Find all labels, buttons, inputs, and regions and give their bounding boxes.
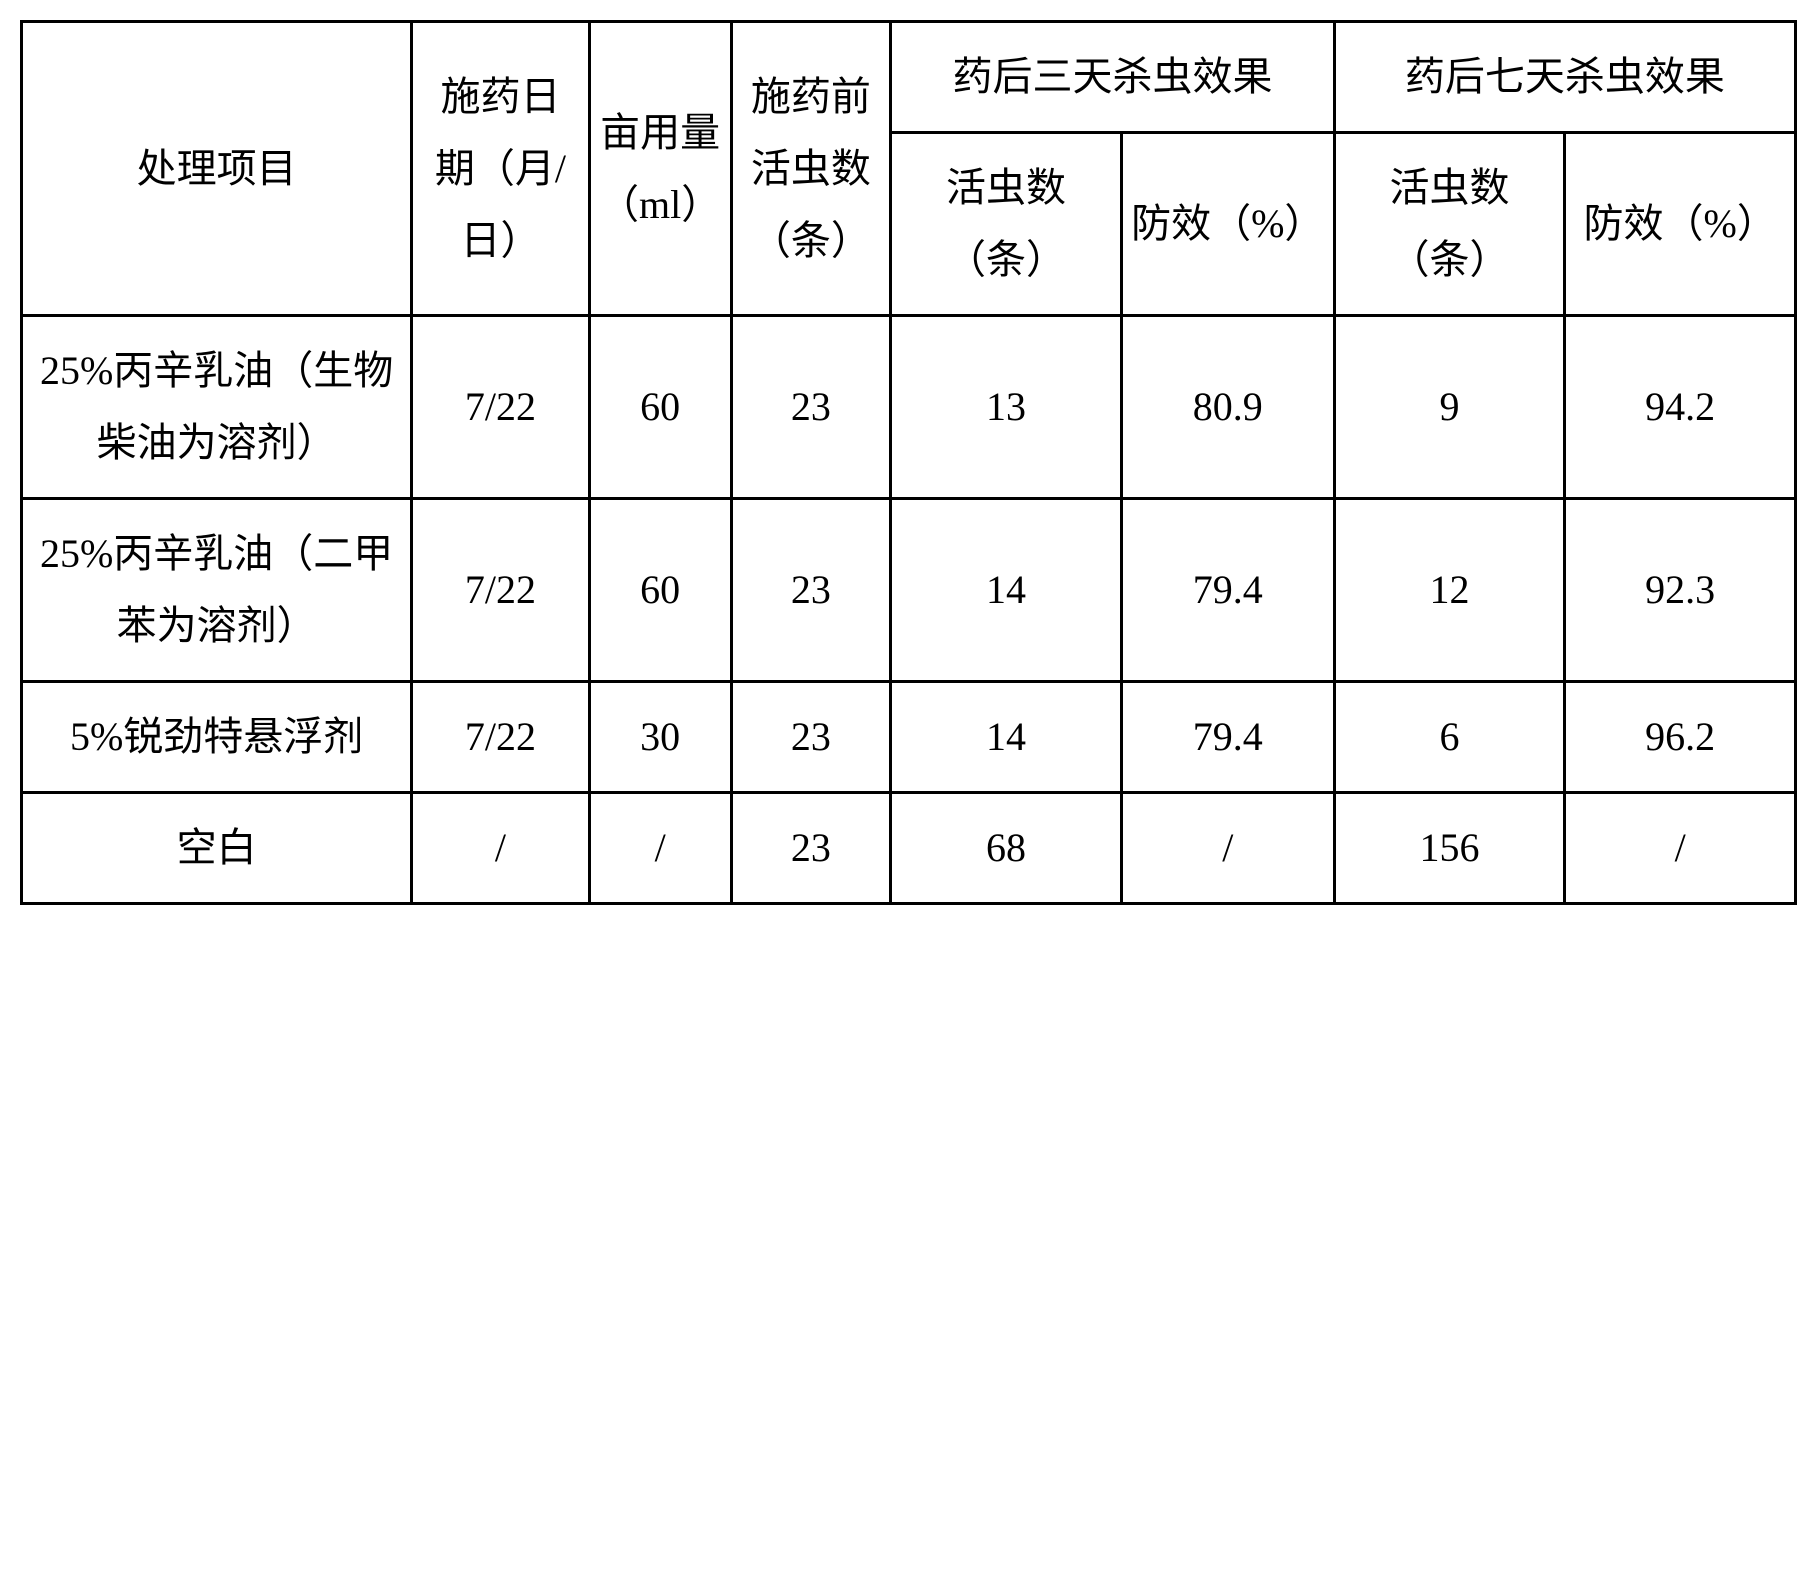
cell-d3-count: 14 bbox=[891, 682, 1122, 793]
pesticide-efficacy-table: 处理项目 施药日期（月/日） 亩用量（ml） 施药前活虫数（条） 药后三天杀虫效… bbox=[20, 20, 1797, 905]
col-header-day3: 药后三天杀虫效果 bbox=[891, 22, 1334, 133]
cell-d3-count: 14 bbox=[891, 499, 1122, 682]
cell-treatment: 25%丙辛乳油（生物柴油为溶剂） bbox=[22, 316, 412, 499]
header-row-1: 处理项目 施药日期（月/日） 亩用量（ml） 施药前活虫数（条） 药后三天杀虫效… bbox=[22, 22, 1796, 133]
col-header-d3-count: 活虫数（条） bbox=[891, 133, 1122, 316]
cell-precount: 23 bbox=[731, 316, 891, 499]
table-row: 5%锐劲特悬浮剂 7/22 30 23 14 79.4 6 96.2 bbox=[22, 682, 1796, 793]
cell-treatment: 5%锐劲特悬浮剂 bbox=[22, 682, 412, 793]
cell-d7-eff: 92.3 bbox=[1565, 499, 1796, 682]
cell-d3-eff: 79.4 bbox=[1121, 682, 1334, 793]
cell-precount: 23 bbox=[731, 793, 891, 904]
cell-dose: 60 bbox=[589, 499, 731, 682]
cell-d7-count: 12 bbox=[1334, 499, 1565, 682]
cell-d3-eff: 80.9 bbox=[1121, 316, 1334, 499]
cell-date: / bbox=[412, 793, 589, 904]
cell-dose: 60 bbox=[589, 316, 731, 499]
cell-d3-eff: 79.4 bbox=[1121, 499, 1334, 682]
col-header-d7-eff: 防效（%） bbox=[1565, 133, 1796, 316]
cell-d3-count: 13 bbox=[891, 316, 1122, 499]
col-header-precount: 施药前活虫数（条） bbox=[731, 22, 891, 316]
cell-dose: 30 bbox=[589, 682, 731, 793]
table-row: 25%丙辛乳油（生物柴油为溶剂） 7/22 60 23 13 80.9 9 94… bbox=[22, 316, 1796, 499]
cell-d7-eff: 94.2 bbox=[1565, 316, 1796, 499]
cell-treatment: 25%丙辛乳油（二甲苯为溶剂） bbox=[22, 499, 412, 682]
col-header-dose: 亩用量（ml） bbox=[589, 22, 731, 316]
cell-treatment: 空白 bbox=[22, 793, 412, 904]
cell-d7-count: 9 bbox=[1334, 316, 1565, 499]
cell-date: 7/22 bbox=[412, 682, 589, 793]
cell-dose: / bbox=[589, 793, 731, 904]
cell-d7-eff: 96.2 bbox=[1565, 682, 1796, 793]
table-row: 空白 / / 23 68 / 156 / bbox=[22, 793, 1796, 904]
cell-d7-count: 156 bbox=[1334, 793, 1565, 904]
cell-precount: 23 bbox=[731, 682, 891, 793]
cell-d3-count: 68 bbox=[891, 793, 1122, 904]
cell-d3-eff: / bbox=[1121, 793, 1334, 904]
col-header-date: 施药日期（月/日） bbox=[412, 22, 589, 316]
col-header-day7: 药后七天杀虫效果 bbox=[1334, 22, 1795, 133]
cell-date: 7/22 bbox=[412, 316, 589, 499]
col-header-treatment: 处理项目 bbox=[22, 22, 412, 316]
col-header-d3-eff: 防效（%） bbox=[1121, 133, 1334, 316]
table-row: 25%丙辛乳油（二甲苯为溶剂） 7/22 60 23 14 79.4 12 92… bbox=[22, 499, 1796, 682]
cell-date: 7/22 bbox=[412, 499, 589, 682]
cell-d7-count: 6 bbox=[1334, 682, 1565, 793]
cell-precount: 23 bbox=[731, 499, 891, 682]
cell-d7-eff: / bbox=[1565, 793, 1796, 904]
col-header-d7-count: 活虫数（条） bbox=[1334, 133, 1565, 316]
